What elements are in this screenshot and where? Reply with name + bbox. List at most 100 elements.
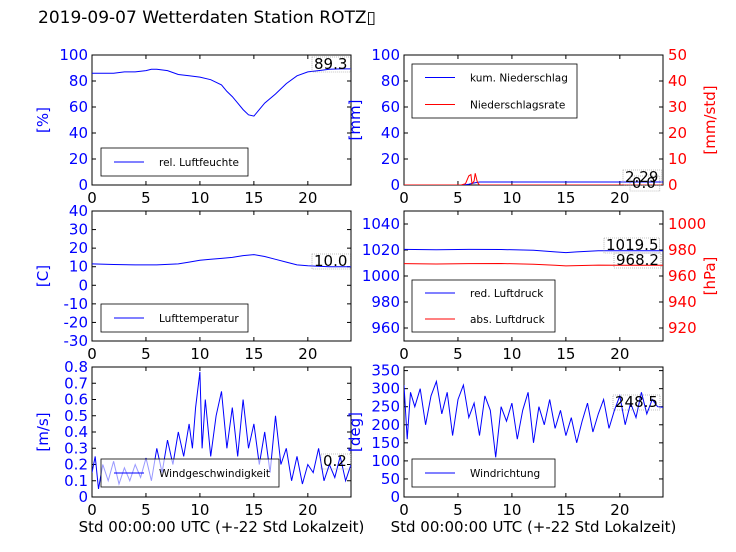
legend-label: abs. Luftdruck (470, 314, 546, 326)
y-tick-label: 1020 (362, 241, 400, 259)
y-right-tick-label: 50 (668, 46, 687, 64)
chart-panel-3: 0 5 10 15 20-30-20-10010203040[C]Lufttempera… (34, 202, 352, 363)
y-right-tick-label: 40 (668, 72, 687, 90)
y-tick-label: 1000 (362, 267, 400, 285)
y-right-tick-label: 30 (668, 98, 687, 116)
legend-box (411, 279, 556, 333)
series-line-1 (92, 68, 351, 117)
legend-label: Windrichtung (470, 468, 540, 480)
y-axis-label: [m/s] (34, 412, 52, 451)
value-annotation: 89.3 (314, 55, 347, 73)
x-tick-label: 0 (399, 501, 409, 519)
x-tick-label: 0 (399, 345, 409, 363)
legend-label: rel. Luftfeuchte (159, 157, 239, 169)
legend-label: kum. Niederschlag (470, 73, 568, 85)
chart-panel-5: 0 5 10 15 2000.10.20.30.40.50.60.70.8[m/s]St… (34, 358, 364, 536)
y-tick-label: 0.7 (64, 374, 88, 392)
x-tick-label: 20 (610, 189, 629, 207)
series-line-2 (404, 173, 663, 185)
x-tick-label: 5 (141, 345, 151, 363)
y-tick-label: 20 (381, 150, 400, 168)
x-tick-label: 15 (244, 501, 263, 519)
chart-panel-4: 0 5 10 15 20 960 980 1000 1020 1040 920 940 960 980 10… (362, 210, 719, 363)
series-line-1 (92, 254, 351, 268)
annotation-box (629, 175, 661, 192)
y-tick-label: 300 (371, 380, 400, 398)
series-line-2 (404, 262, 663, 267)
y-tick-label: 100 (371, 452, 400, 470)
x-tick-label: 0 (399, 189, 409, 207)
y-tick-label: 20 (69, 150, 88, 168)
y-tick-label: 20 (69, 239, 88, 257)
y-right-tick-label: 940 (668, 293, 697, 311)
y-tick-label: 100 (59, 46, 88, 64)
figure-title: 2019-09-07 Wetterdaten Station ROTZ▯ (38, 8, 376, 28)
y-tick-label: -10 (64, 295, 89, 313)
value-annotation: 2.29 (625, 168, 658, 186)
y-tick-label: 960 (371, 319, 400, 337)
y-right-tick-label: 10 (668, 150, 687, 168)
y-axis-label: [mm] (346, 100, 364, 141)
y-right-tick-label: 1000 (668, 215, 706, 233)
x-tick-label: 10 (502, 345, 521, 363)
legend-label: red. Luftdruck (470, 288, 544, 300)
y-tick-label: 0 (78, 276, 88, 294)
y-tick-label: 0.6 (64, 391, 88, 409)
y-tick-label: 80 (69, 72, 88, 90)
y-tick-label: 250 (371, 398, 400, 416)
annotation-box (311, 56, 351, 73)
chart-panel-1: 0 5 10 15 20 0 20 40 60 80 100 [%] rel. Luftfeuchte 8… (34, 46, 352, 207)
x-tick-label: 15 (556, 189, 575, 207)
y-tick-label: 0.1 (64, 472, 88, 490)
value-annotation: 1019.5 (606, 236, 659, 254)
x-tick-label: 5 (453, 501, 463, 519)
y-tick-label: 0 (390, 488, 400, 506)
x-tick-label: 20 (610, 501, 629, 519)
legend-label: Niederschlagsrate (470, 100, 565, 112)
y-tick-label: 100 (371, 46, 400, 64)
y-tick-label: 10 (69, 258, 88, 276)
x-tick-label: 20 (298, 189, 317, 207)
y-tick-label: 0 (78, 488, 88, 506)
legend-label: Windgeschwindigkeit (159, 468, 270, 480)
x-tick-label: 5 (453, 189, 463, 207)
x-tick-label: 10 (190, 501, 209, 519)
y-tick-label: 150 (371, 434, 400, 452)
y-tick-label: 0 (390, 176, 400, 194)
x-tick-label: 15 (556, 501, 575, 519)
y-right-axis-label: [hPa] (701, 257, 719, 296)
y-tick-label: 0.5 (64, 407, 88, 425)
y-tick-label: 0.2 (64, 456, 88, 474)
series-line-1 (404, 248, 663, 254)
value-annotation: 248.5 (615, 393, 658, 411)
x-tick-label: 20 (298, 345, 317, 363)
chart-panel-2: 0 5 10 15 20 0 20 40 60 80 100 0 10 20 30 40 50 [mm] [mm/s… (346, 46, 719, 207)
y-right-tick-label: 20 (668, 124, 687, 142)
plot-frame (91, 210, 352, 342)
y-tick-label: 0 (78, 176, 88, 194)
y-tick-label: 40 (69, 124, 88, 142)
value-annotation: 10.0 (314, 252, 347, 270)
x-tick-label: 5 (141, 189, 151, 207)
x-tick-label: 10 (502, 189, 521, 207)
y-tick-label: 40 (69, 202, 88, 220)
x-axis-label: Std 00:00:00 UTC (+-22 Std Lokalzeit) (79, 518, 365, 536)
y-tick-label: 350 (371, 362, 400, 380)
y-tick-label: 50 (381, 470, 400, 488)
y-tick-label: 40 (381, 124, 400, 142)
y-right-axis-label: [mm/std] (701, 85, 719, 154)
annotation-box (613, 252, 662, 269)
annotation-box (612, 394, 661, 411)
y-tick-label: 0.3 (64, 439, 88, 457)
series-line-1 (404, 379, 663, 458)
y-axis-label: [deg] (346, 412, 364, 452)
x-tick-label: 5 (453, 345, 463, 363)
y-tick-label: -20 (64, 313, 89, 331)
x-tick-label: 20 (610, 345, 629, 363)
value-annotation: 968.2 (616, 251, 659, 269)
x-tick-label: 20 (298, 501, 317, 519)
y-tick-label: 60 (381, 98, 400, 116)
x-axis-label: Std 00:00:00 UTC (+-22 Std Lokalzeit) (391, 518, 677, 536)
